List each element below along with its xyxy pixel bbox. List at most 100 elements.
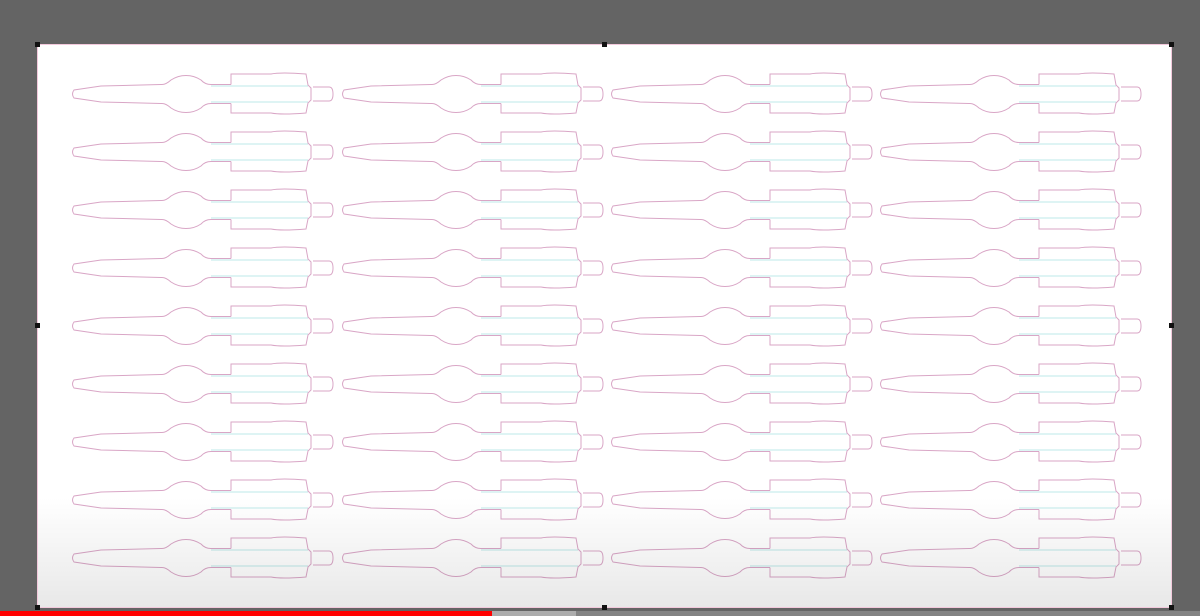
pen-grip-outline: [500, 420, 582, 463]
pen-button-outline: [313, 550, 334, 566]
pen-body-outline: [880, 480, 1039, 520]
pen-button-outline: [583, 86, 604, 102]
pen-button-outline: [583, 376, 604, 392]
artboard[interactable]: [37, 44, 1172, 608]
pen-outline: [72, 72, 334, 115]
pen-outline: [611, 420, 873, 463]
pen-button-outline: [1121, 318, 1142, 334]
pen-body-outline: [72, 248, 231, 288]
pen-button-outline: [852, 202, 873, 218]
pen-outline: [72, 478, 334, 521]
pen-grip-outline: [769, 246, 851, 289]
pen-grip-outline: [769, 478, 851, 521]
selection-handle-top-middle[interactable]: [602, 42, 607, 47]
pen-body-outline: [611, 538, 770, 578]
pen-button-outline: [583, 492, 604, 508]
pen-grip-outline: [230, 246, 312, 289]
pen-grip-outline: [230, 536, 312, 579]
pen-body-outline: [880, 132, 1039, 172]
pen-outline: [342, 420, 604, 463]
selection-handle-top-left[interactable]: [35, 42, 40, 47]
pen-button-outline: [313, 376, 334, 392]
pen-outline: [880, 478, 1142, 521]
pen-grip-outline: [1038, 72, 1120, 115]
pen-outline: [611, 130, 873, 173]
pen-grip-outline: [1038, 188, 1120, 231]
pen-outline: [72, 188, 334, 231]
pen-button-outline: [852, 492, 873, 508]
pen-button-outline: [1121, 550, 1142, 566]
pen-outline: [880, 72, 1142, 115]
pen-outline: [611, 304, 873, 347]
selection-handle-middle-left[interactable]: [35, 323, 40, 328]
pen-grip-outline: [230, 362, 312, 405]
pen-grip-outline: [230, 130, 312, 173]
pen-body-outline: [72, 364, 231, 404]
selection-handle-bottom-middle[interactable]: [602, 605, 607, 610]
pen-button-outline: [1121, 376, 1142, 392]
pen-grip-outline: [500, 536, 582, 579]
pen-button-outline: [313, 144, 334, 160]
selection-handle-middle-right[interactable]: [1169, 323, 1174, 328]
pen-outline: [72, 362, 334, 405]
pen-outline: [880, 304, 1142, 347]
pen-grip-outline: [1038, 478, 1120, 521]
video-progress-fill: [0, 611, 492, 616]
pen-button-outline: [313, 492, 334, 508]
video-progress-bar[interactable]: [0, 611, 1200, 616]
selection-handle-bottom-left[interactable]: [35, 605, 40, 610]
selection-handle-bottom-right[interactable]: [1169, 605, 1174, 610]
pen-grip-outline: [1038, 536, 1120, 579]
pen-body-outline: [611, 422, 770, 462]
pen-body-outline: [72, 190, 231, 230]
pen-body-outline: [880, 248, 1039, 288]
pen-body-outline: [880, 306, 1039, 346]
pen-grip-outline: [500, 304, 582, 347]
pen-outline: [880, 188, 1142, 231]
pen-outline: [880, 362, 1142, 405]
selection-handle-top-right[interactable]: [1169, 42, 1174, 47]
pen-body-outline: [72, 306, 231, 346]
pen-body-outline: [342, 74, 501, 114]
pen-outline-grid: [72, 72, 1142, 579]
pen-outline: [611, 362, 873, 405]
pen-body-outline: [72, 538, 231, 578]
pen-body-outline: [342, 364, 501, 404]
pen-button-outline: [583, 144, 604, 160]
pen-outline: [880, 246, 1142, 289]
pen-grip-outline: [769, 420, 851, 463]
pen-button-outline: [313, 260, 334, 276]
pen-outline: [72, 130, 334, 173]
pen-grip-outline: [769, 188, 851, 231]
pen-button-outline: [852, 86, 873, 102]
pen-outline: [72, 304, 334, 347]
pen-grip-outline: [500, 130, 582, 173]
pen-grip-outline: [500, 478, 582, 521]
pen-grip-outline: [1038, 246, 1120, 289]
pen-outline: [72, 246, 334, 289]
pen-button-outline: [852, 550, 873, 566]
pen-button-outline: [852, 434, 873, 450]
pen-button-outline: [1121, 144, 1142, 160]
pen-body-outline: [611, 190, 770, 230]
pen-button-outline: [852, 144, 873, 160]
pen-button-outline: [313, 434, 334, 450]
pen-body-outline: [72, 74, 231, 114]
pen-outline: [342, 536, 604, 579]
pen-button-outline: [583, 434, 604, 450]
pen-outline: [72, 536, 334, 579]
pen-outline: [72, 420, 334, 463]
pen-outline: [342, 72, 604, 115]
pen-outline: [342, 130, 604, 173]
pen-outline: [611, 188, 873, 231]
pen-button-outline: [583, 202, 604, 218]
pen-outline: [611, 536, 873, 579]
pen-grip-outline: [500, 188, 582, 231]
pen-body-outline: [611, 74, 770, 114]
pen-body-outline: [342, 190, 501, 230]
pen-body-outline: [611, 248, 770, 288]
pen-outline: [342, 362, 604, 405]
pen-body-outline: [880, 190, 1039, 230]
pen-body-outline: [880, 74, 1039, 114]
pen-grip-outline: [230, 420, 312, 463]
